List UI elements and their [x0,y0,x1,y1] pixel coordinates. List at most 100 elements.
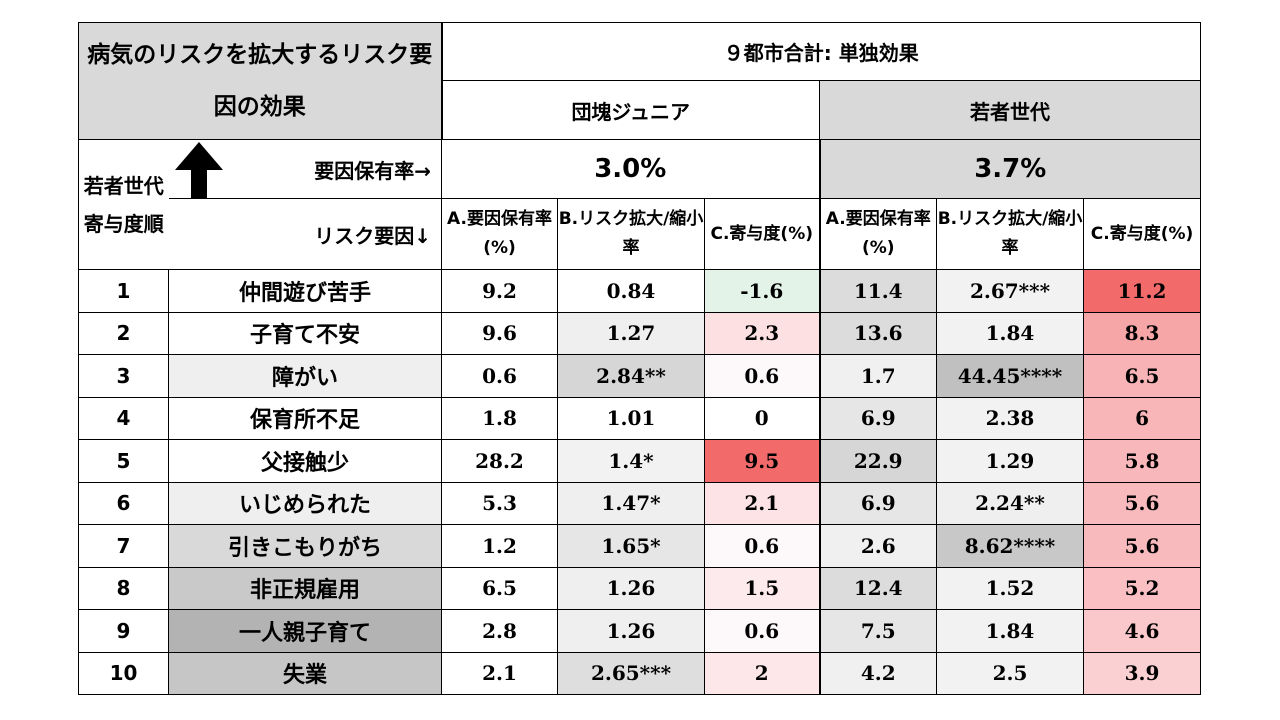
j-c-cell: 0.6 [704,609,821,653]
j-b-cell: 1.47* [557,481,705,525]
main-header: ９都市合計: 単独効果 [440,22,1202,81]
y-a-cell: 6.9 [819,481,937,525]
y-b-cell: 2.5 [936,651,1084,695]
y-c-cell: 5.6 [1082,524,1202,568]
y-a-cell: 2.6 [819,524,937,568]
rate-dankai: 3.0% [441,139,821,199]
table-title: 病気のリスクを拡大するリスク要因の効果 [78,22,443,140]
j-c-cell: 2.3 [704,311,821,355]
j-c-cell: 0.6 [704,354,821,398]
y-a-cell: 22.9 [819,439,937,483]
table-row: 6 いじめられた 5.3 1.47* 2.1 6.9 2.24** 5.6 [78,481,1202,525]
y-b-cell: 1.52 [936,566,1084,610]
up-arrow-icon [174,142,223,198]
table-row: 8 非正規雇用 6.5 1.26 1.5 12.4 1.52 5.2 [78,566,1202,610]
j-a-cell: 5.3 [441,481,558,525]
row-header-rate: 要因保有率→ [168,139,442,199]
factor-cell: 障がい [168,354,442,398]
colhdr-dankai-a: A.要因保有率(%) [441,198,558,270]
y-a-cell: 7.5 [819,609,937,653]
rank-cell: 8 [78,566,169,610]
j-c-cell: 9.5 [704,439,821,483]
j-a-cell: 28.2 [441,439,558,483]
y-a-cell: 1.7 [819,354,937,398]
rank-cell: 9 [78,609,169,653]
factor-cell: 一人親子育て [168,609,442,653]
table-row: 7 引きこもりがち 1.2 1.65* 0.6 2.6 8.62**** 5.6 [78,524,1202,568]
y-a-cell: 11.4 [819,269,937,313]
table-row: 1 仲間遊び苦手 9.2 0.84 -1.6 11.4 2.67*** 11.2 [78,269,1202,313]
y-a-cell: 6.9 [819,396,937,440]
y-a-cell: 13.6 [819,311,937,355]
table-row: 4 保育所不足 1.8 1.01 0 6.9 2.38 6 [78,396,1202,440]
factor-cell: 非正規雇用 [168,566,442,610]
j-c-cell: 0 [704,396,821,440]
y-c-cell: 11.2 [1082,269,1202,313]
y-c-cell: 5.8 [1082,439,1202,483]
y-c-cell: 5.2 [1082,566,1202,610]
j-a-cell: 0.6 [441,354,558,398]
table-row: 9 一人親子育て 2.8 1.26 0.6 7.5 1.84 4.6 [78,609,1202,653]
j-a-cell: 1.2 [441,524,558,568]
order-header: 若者世代寄与度順 [78,139,169,270]
colhdr-dankai-b: B.リスク拡大/縮小率 [557,198,705,270]
y-c-cell: 3.9 [1082,651,1202,695]
row-header-risk: リスク要因↓ [168,198,442,270]
factor-cell: 保育所不足 [168,396,442,440]
group-header-wakamono: 若者世代 [818,80,1202,140]
rank-cell: 6 [78,481,169,525]
j-c-cell: 1.5 [704,566,821,610]
j-a-cell: 2.1 [441,651,558,695]
factor-cell: 引きこもりがち [168,524,442,568]
factor-cell: 子育て不安 [168,311,442,355]
y-c-cell: 6 [1082,396,1202,440]
y-c-cell: 5.6 [1082,481,1202,525]
j-a-cell: 9.6 [441,311,558,355]
j-c-cell: -1.6 [704,269,821,313]
j-a-cell: 6.5 [441,566,558,610]
j-c-cell: 2.1 [704,481,821,525]
y-b-cell: 2.67*** [936,269,1084,313]
j-c-cell: 0.6 [704,524,821,568]
rank-cell: 1 [78,269,169,313]
rank-cell: 3 [78,354,169,398]
rank-cell: 7 [78,524,169,568]
colhdr-wakamono-a: A.要因保有率(%) [819,198,937,270]
j-b-cell: 1.26 [557,566,705,610]
j-b-cell: 1.65* [557,524,705,568]
y-a-cell: 4.2 [819,651,937,695]
j-b-cell: 2.65*** [557,651,705,695]
rank-cell: 5 [78,439,169,483]
rate-wakamono: 3.7% [818,139,1202,199]
row-header-rate-label: 要因保有率→ [314,158,431,183]
rank-cell: 4 [78,396,169,440]
y-b-cell: 2.38 [936,396,1084,440]
y-b-cell: 1.29 [936,439,1084,483]
j-b-cell: 1.01 [557,396,705,440]
table-row: 5 父接触少 28.2 1.4* 9.5 22.9 1.29 5.8 [78,439,1202,483]
factor-cell: いじめられた [168,481,442,525]
y-b-cell: 8.62**** [936,524,1084,568]
j-b-cell: 2.84** [557,354,705,398]
risk-factor-table: 病気のリスクを拡大するリスク要因の効果 ９都市合計: 単独効果 団塊ジュニア 若… [78,22,1202,695]
factor-cell: 失業 [168,651,442,695]
factor-cell: 父接触少 [168,439,442,483]
table-row: 10 失業 2.1 2.65*** 2 4.2 2.5 3.9 [78,651,1202,695]
y-a-cell: 12.4 [819,566,937,610]
y-c-cell: 4.6 [1082,609,1202,653]
colhdr-wakamono-c: C.寄与度(%) [1082,198,1202,270]
y-b-cell: 1.84 [936,311,1084,355]
table-row: 2 子育て不安 9.6 1.27 2.3 13.6 1.84 8.3 [78,311,1202,355]
y-b-cell: 1.84 [936,609,1084,653]
j-a-cell: 2.8 [441,609,558,653]
y-c-cell: 8.3 [1082,311,1202,355]
rank-cell: 10 [78,651,169,695]
j-b-cell: 1.26 [557,609,705,653]
y-b-cell: 44.45**** [936,354,1084,398]
colhdr-dankai-c: C.寄与度(%) [704,198,821,270]
y-b-cell: 2.24** [936,481,1084,525]
j-a-cell: 1.8 [441,396,558,440]
colhdr-wakamono-b: B.リスク拡大/縮小率 [936,198,1084,270]
j-b-cell: 0.84 [557,269,705,313]
j-b-cell: 1.27 [557,311,705,355]
